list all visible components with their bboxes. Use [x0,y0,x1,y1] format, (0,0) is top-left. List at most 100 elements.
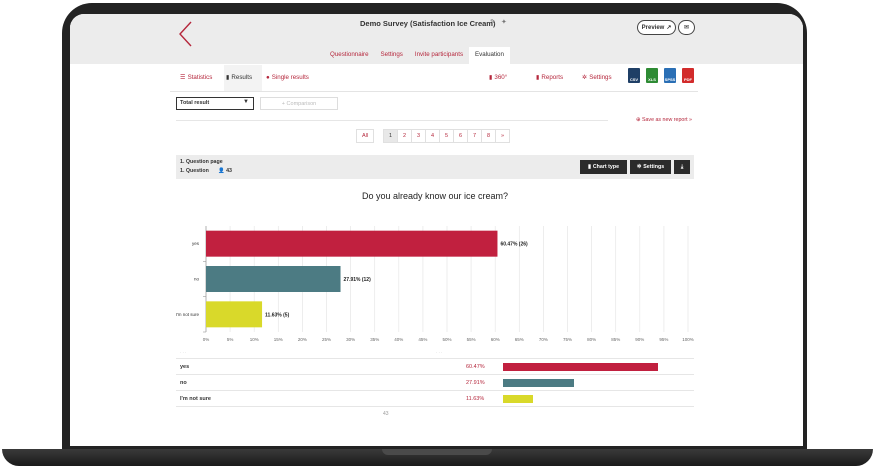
results-label: Results [231,74,253,81]
comparison-button[interactable]: + Comparison [260,97,338,110]
row-percent: 27.91% [466,380,485,386]
page-1[interactable]: 1 [383,129,398,143]
laptop-notch [382,449,492,455]
preview-button[interactable]: Preview ↗ [637,20,676,35]
statistics-link[interactable]: ☰ Statistics [180,74,212,81]
gear-icon: ✲ [582,74,588,81]
table-total: 43 [383,411,389,417]
question-settings-label: Settings [643,164,665,170]
export-spss-label: SPSS [664,77,676,82]
x-tick-label: 85% [611,337,620,342]
question-header: 1. Question page 1. Question 👤 43 ▮ Char… [176,155,694,179]
laptop-base [2,449,873,466]
external-link-icon: ↗ [666,25,672,31]
x-tick-label: 0% [203,337,210,342]
gear-icon: ✲ [636,164,642,170]
filter-divider [176,120,608,121]
tab-questionnaire[interactable]: Questionnaire [330,51,369,58]
page-next[interactable]: » [495,129,510,143]
evaluation-settings-label: Settings [589,74,612,81]
x-tick-label: 95% [659,337,668,342]
sub-navigation: ☰ Statistics ▮ Results ● Single results … [170,65,698,91]
row-bar [503,395,533,403]
header-dots: · · · [436,350,443,355]
results-link[interactable]: ▮ Results [226,74,252,81]
page-8[interactable]: 8 [481,129,496,143]
table-header: · · · · · · [176,349,694,359]
list-icon: ☰ [180,74,186,81]
export-xls-button[interactable]: XLS [646,68,658,83]
back-chevron-icon[interactable] [176,20,200,50]
single-results-link[interactable]: ● Single results [266,74,309,81]
header-dots: · · · [180,350,187,355]
row-label: I'm not sure [180,396,211,402]
page-4[interactable]: 4 [425,129,440,143]
x-tick-label: 30% [346,337,355,342]
x-tick-label: 45% [418,337,427,342]
reports-label: Reports [541,74,564,81]
results-bar-chart: 0% 5% 10% 15% 20% 25% 30% 35% 40% 45% 50% 55% 60% 65%… [176,226,694,342]
bar-chart-icon: ▮ [536,74,540,81]
single-results-label: Single results [271,74,309,81]
export-pdf-button[interactable]: PDF [682,68,694,83]
question-settings-button[interactable]: ✲ Settings [630,160,671,174]
row-percent: 11.63% [466,396,485,402]
x-tick-label: 5% [227,337,234,342]
tab-settings[interactable]: Settings [380,51,403,58]
data-label: 27.91% (12) [344,277,372,283]
download-button[interactable]: ⤓ [674,160,690,174]
survey-title: Demo Survey (Satisfaction Ice Cream) [360,19,496,28]
page-all[interactable]: All [356,129,374,143]
page-5[interactable]: 5 [439,129,454,143]
edit-icon[interactable]: ✎ [490,19,496,26]
tab-invite-participants[interactable]: Invite participants [414,51,464,58]
x-tick-label: 35% [370,337,379,342]
page-7[interactable]: 7 [467,129,482,143]
x-tick-label: 70% [539,337,548,342]
results-tab-highlight [224,65,262,91]
export-spss-button[interactable]: SPSS [664,68,676,83]
category-label: no [194,277,200,282]
result-filter-select[interactable]: Total result ▼ [176,97,254,110]
save-report-link[interactable]: ⊕ Save as new report » [636,117,692,123]
x-tick-label: 90% [635,337,644,342]
x-tick-label: 55% [467,337,476,342]
bar-yes [206,230,498,257]
export-csv-label: CSV [629,77,639,82]
result-filter-value: Total result [180,100,210,106]
chart-title: Do you already know our ice cream? [361,191,509,201]
data-label: 60.47% (26) [500,242,528,248]
preview-label: Preview [641,24,665,31]
x-tick-label: 20% [298,337,307,342]
bar-no [206,266,341,292]
chart-type-button[interactable]: ▮ Chart type [580,160,627,174]
tag-icon[interactable]: ✦ [501,19,507,26]
download-icon: ⤓ [680,163,684,170]
evaluation-settings-link[interactable]: ✲ Settings [582,74,612,81]
tab-evaluation[interactable]: Evaluation [469,47,510,64]
respondent-count-value: 43 [226,168,232,174]
export-csv-button[interactable]: CSV [628,68,640,83]
page-3[interactable]: 3 [411,129,426,143]
x-tick-label: 40% [394,337,403,342]
subnav-divider [170,91,698,92]
plus-circle-icon: ⊕ [636,117,641,123]
page-2[interactable]: 2 [397,129,412,143]
save-report-label: Save as new report » [641,117,692,123]
view-360-link[interactable]: ▮ 360° [489,74,507,81]
x-tick-label: 65% [515,337,524,342]
respondent-count: 👤 43 [218,168,232,174]
row-label: no [180,380,187,386]
mail-button[interactable]: ✉ [678,20,695,35]
reports-link[interactable]: ▮ Reports [536,74,563,81]
page-6[interactable]: 6 [453,129,468,143]
caret-down-icon: ▼ [243,99,249,105]
bar-chart-icon: ▮ [587,164,591,170]
export-xls-label: XLS [648,77,656,82]
user-icon: ● [266,74,270,81]
question-label: 1. Question [180,168,209,174]
